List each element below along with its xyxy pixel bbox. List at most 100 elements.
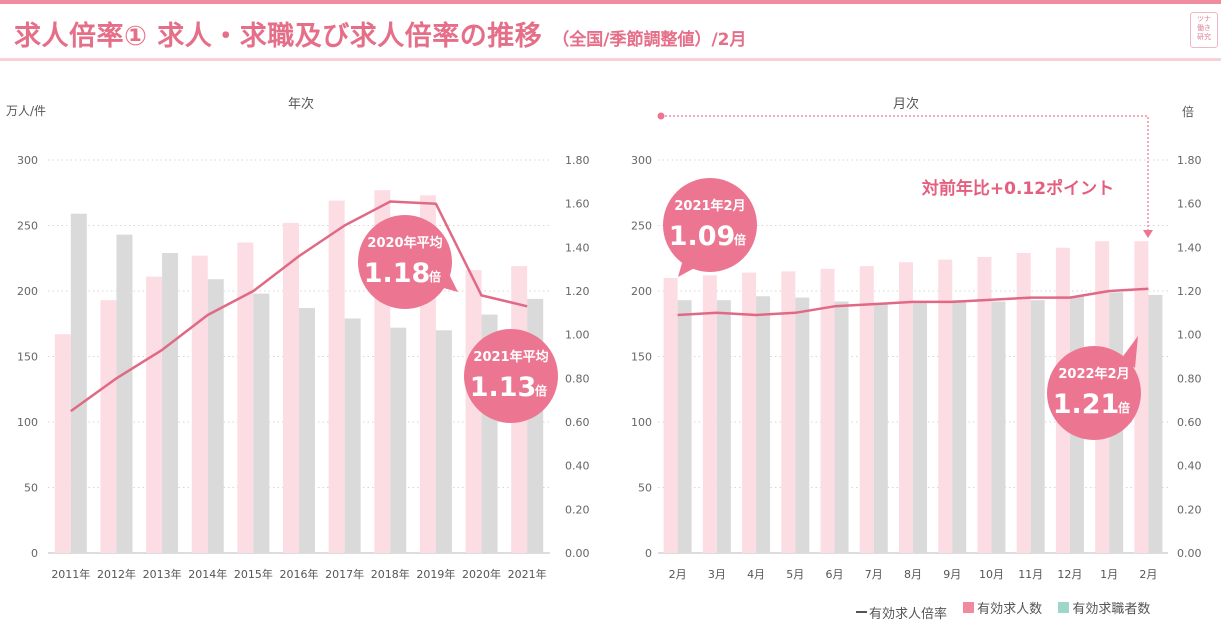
annual-x-tick-label: 2016年 xyxy=(280,567,319,581)
monthly-y2-axis-label: 倍 xyxy=(1182,104,1194,119)
legend: 有効求人倍率 有効求人数 有効求職者数 xyxy=(856,598,1162,622)
annual-x-tick-label: 2012年 xyxy=(97,567,136,581)
monthly-bar-seekers xyxy=(1148,294,1163,553)
annual-x-tick-label: 2013年 xyxy=(143,567,182,581)
monthly-bar-offers xyxy=(859,266,874,553)
annual-y2-tick-label: 0.00 xyxy=(565,547,590,560)
annual-bar-seekers xyxy=(162,253,179,553)
annual-x-tick-label: 2021年 xyxy=(508,567,547,581)
monthly-bar-offers xyxy=(702,275,717,553)
title-main: 求人倍率① 求人・求職及び求人倍率の推移 xyxy=(14,21,543,52)
annual-bar-seekers xyxy=(116,234,133,554)
annual-callout-bubble xyxy=(464,329,558,423)
annual-y2-tick-label: 0.20 xyxy=(565,503,590,516)
annual-y2-tick-label: 1.80 xyxy=(565,154,590,167)
monthly-x-tick-label: 5月 xyxy=(786,568,804,581)
monthly-bar-seekers xyxy=(1030,300,1045,553)
monthly-bar-offers xyxy=(663,277,678,553)
monthly-y-tick-label: 50 xyxy=(638,482,652,495)
logo-line-2: 働き xyxy=(1197,24,1211,32)
annual-bar-seekers xyxy=(299,308,315,553)
annual-bar-offers xyxy=(465,270,482,553)
annual-bar-seekers xyxy=(344,318,361,553)
monthly-y2-tick-label: 1.00 xyxy=(1177,329,1202,342)
yoy-connector-arrow xyxy=(1143,230,1153,238)
monthly-callout-bubble xyxy=(1047,346,1141,440)
monthly-y-tick-label: 0 xyxy=(645,547,652,560)
brand-logo: ツナ 働き 研究 xyxy=(1190,12,1218,48)
annual-bar-offers xyxy=(54,334,71,553)
monthly-y-tick-label: 150 xyxy=(631,351,652,364)
annual-callout-unit: 倍 xyxy=(429,269,441,284)
legend-ratio-label: 有効求人倍率 xyxy=(869,606,948,622)
annual-y-tick-label: 300 xyxy=(17,154,38,167)
monthly-x-tick-label: 2月 xyxy=(669,568,687,581)
annual-x-tick-label: 2018年 xyxy=(371,567,410,581)
annual-x-tick-label: 2020年 xyxy=(462,567,501,581)
monthly-y2-tick-label: 0.80 xyxy=(1177,372,1202,385)
annual-y-tick-label: 150 xyxy=(17,351,38,364)
annual-y-axis-label: 万人/件 xyxy=(6,104,46,118)
annual-callout-value: 1.13 xyxy=(470,372,537,403)
monthly-bar-seekers xyxy=(991,301,1006,553)
monthly-bar-seekers xyxy=(677,300,692,553)
annual-callout-bubble xyxy=(358,215,452,309)
monthly-bar-offers xyxy=(899,262,913,553)
annual-x-tick-label: 2011年 xyxy=(51,567,90,581)
monthly-x-tick-label: 1月 xyxy=(1100,568,1118,581)
monthly-callout-bubble xyxy=(663,178,757,272)
annual-bar-seekers xyxy=(70,213,87,553)
monthly-x-tick-label: 8月 xyxy=(904,568,922,581)
monthly-y-tick-label: 100 xyxy=(631,416,652,429)
annual-x-tick-label: 2014年 xyxy=(188,567,227,581)
monthly-x-tick-label: 2月 xyxy=(1139,568,1157,581)
monthly-x-tick-label: 7月 xyxy=(865,568,883,581)
monthly-x-tick-label: 6月 xyxy=(826,568,844,581)
annual-bar-offers xyxy=(100,300,117,553)
monthly-y2-tick-label: 0.20 xyxy=(1177,503,1202,516)
annual-ratio-line xyxy=(70,200,528,413)
monthly-y-tick-label: 250 xyxy=(631,220,652,233)
annual-chart-title: 年次 xyxy=(288,96,314,112)
annual-y2-tick-label: 1.00 xyxy=(565,329,590,342)
legend-offers-label: 有効求人数 xyxy=(977,602,1043,617)
monthly-x-tick-label: 4月 xyxy=(747,568,765,581)
monthly-x-tick-label: 9月 xyxy=(943,568,961,581)
monthly-y2-tick-label: 1.80 xyxy=(1177,154,1202,167)
monthly-callout-unit: 倍 xyxy=(1118,400,1130,415)
annual-bar-offers xyxy=(191,255,208,553)
title-subtitle: （全国/季節調整値）/2月 xyxy=(552,30,747,50)
monthly-y-tick-label: 200 xyxy=(631,285,652,298)
monthly-x-tick-label: 11月 xyxy=(1018,568,1043,581)
title-divider xyxy=(0,58,1221,61)
annual-callout-label: 2020年平均 xyxy=(367,235,442,251)
monthly-callout-label: 2022年2月 xyxy=(1058,366,1129,382)
annual-x-tick-label: 2017年 xyxy=(325,567,364,581)
legend-offers: 有効求人数 xyxy=(963,598,1042,617)
annual-bar-offers xyxy=(283,222,299,553)
monthly-bar-seekers xyxy=(795,297,810,553)
monthly-x-tick-label: 3月 xyxy=(708,568,726,581)
monthly-ratio-line xyxy=(677,287,1149,317)
annual-y-tick-label: 0 xyxy=(31,547,38,560)
legend-seekers: 有効求職者数 xyxy=(1058,598,1150,617)
annual-bar-offers xyxy=(146,276,163,553)
page-title: 求人倍率① 求人・求職及び求人倍率の推移 （全国/季節調整値）/2月 xyxy=(14,14,747,54)
monthly-bar-offers xyxy=(977,256,992,553)
monthly-y2-tick-label: 0.60 xyxy=(1177,416,1202,429)
annual-callout-label: 2021年平均 xyxy=(473,349,548,365)
annual-y-tick-label: 50 xyxy=(24,482,38,495)
annual-y2-tick-label: 1.40 xyxy=(565,241,590,254)
yoy-annotation: 対前年比+0.12ポイント xyxy=(921,178,1114,199)
legend-ratio: 有効求人倍率 xyxy=(856,603,947,622)
annual-bar-seekers xyxy=(253,293,270,553)
annual-bar-offers xyxy=(328,200,345,554)
yoy-connector-line xyxy=(665,115,1149,232)
monthly-x-tick-label: 10月 xyxy=(979,568,1004,581)
monthly-bar-offers xyxy=(781,271,796,553)
annual-callout-value: 1.18 xyxy=(364,258,431,289)
annual-bar-offers xyxy=(237,242,254,553)
annual-y2-tick-label: 1.60 xyxy=(565,198,590,211)
top-accent-bar xyxy=(0,0,1221,4)
